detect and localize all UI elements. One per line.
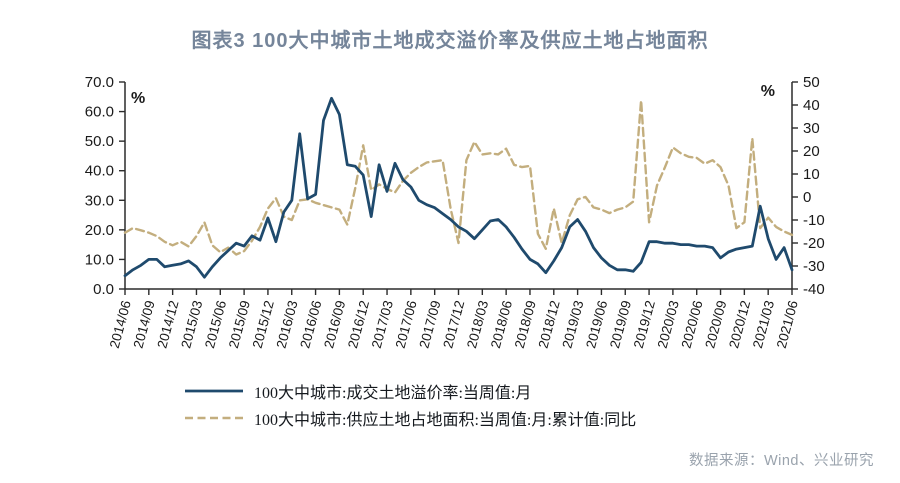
x-axis-tick-label: 2021/03	[750, 299, 777, 350]
right-axis-tick-label: -30	[803, 258, 825, 275]
x-axis-tick-label: 2015/06	[202, 299, 229, 350]
legend-label-supply-area: 100大中城市:供应土地占地面积:当周值:月:累计值:同比	[254, 411, 637, 429]
premium-rate-line	[123, 96, 794, 279]
axes	[124, 82, 793, 290]
right-axis-tick-label: 20	[803, 143, 820, 160]
x-axis-tick-label: 2017/12	[440, 299, 467, 350]
x-axis-tick-label: 2017/06	[393, 299, 420, 350]
x-axis-tick-label: 2018/12	[536, 299, 563, 350]
x-axis-tick-label: 2020/03	[655, 299, 682, 350]
right-axis-tick-label: -20	[803, 235, 825, 252]
x-axis: 2014/062014/092014/122015/032015/062015/…	[107, 289, 801, 350]
legend-label-premium-rate: 100大中城市:成交土地溢价率:当周值:月	[254, 384, 532, 402]
left-axis-tick-label: 0.0	[93, 281, 114, 298]
left-axis-unit-label: %	[131, 90, 145, 107]
x-axis-tick-label: 2019/06	[583, 299, 610, 350]
x-axis-tick-label: 2014/06	[107, 299, 134, 350]
chart-title: 图表3 100大中城市土地成交溢价率及供应土地占地面积	[191, 30, 709, 52]
right-axis-tick-label: 30	[803, 120, 820, 137]
x-axis-tick-label: 2020/09	[702, 299, 729, 350]
x-axis-tick-label: 2019/03	[559, 299, 586, 350]
x-axis-tick-label: 2018/09	[512, 299, 539, 350]
x-axis-tick-label: 2017/03	[369, 299, 396, 350]
x-axis-tick-label: 2017/09	[416, 299, 443, 350]
left-axis-tick-label: 40.0	[85, 163, 114, 180]
chart-plot-area: 70.0 60.0 50.0 40.0 30.0 20.0 10.0 0.0% 50 40 30 20…	[85, 74, 825, 350]
right-axis-tick-label: -10	[803, 212, 825, 229]
x-axis-tick-label: 2018/06	[488, 299, 515, 350]
x-axis-tick-label: 2014/09	[131, 299, 158, 350]
legend-item-premium-rate: 100大中城市:成交土地溢价率:当周值:月	[183, 377, 636, 404]
x-axis-tick-label: 2016/03	[274, 299, 301, 350]
solid-line-swatch	[185, 389, 243, 392]
left-axis: 70.0 60.0 50.0 40.0 30.0 20.0 10.0 0.0%	[85, 74, 145, 298]
data-source-text: 数据来源：Wind、兴业研究	[688, 453, 874, 469]
x-axis-tick-label: 2015/12	[250, 299, 277, 350]
right-axis-tick-label: 50	[803, 74, 820, 91]
x-axis-tick-label: 2014/12	[154, 299, 181, 350]
legend-item-supply-area: 100大中城市:供应土地占地面积:当周值:月:累计值:同比	[183, 404, 636, 431]
x-axis-tick-label: 2015/09	[226, 299, 253, 350]
right-axis-unit-label: %	[761, 83, 775, 100]
legend: 100大中城市:成交土地溢价率:当周值:月 100大中城市:供应土地占地面积:当…	[183, 377, 636, 431]
right-axis-tick-label: 0	[803, 189, 811, 206]
x-axis-tick-label: 2016/12	[345, 299, 372, 350]
left-axis-tick-label: 20.0	[85, 222, 114, 239]
left-axis-tick-label: 30.0	[85, 192, 114, 209]
x-axis-tick-label: 2020/06	[678, 299, 705, 350]
left-axis-tick-label: 50.0	[85, 133, 114, 150]
x-axis-tick-label: 2020/12	[726, 299, 753, 350]
x-axis-tick-label: 2015/03	[178, 299, 205, 350]
right-axis-tick-label: 40	[803, 97, 820, 114]
left-axis-tick-label: 60.0	[85, 104, 114, 121]
left-axis-tick-label: 10.0	[85, 251, 114, 268]
x-axis-tick-label: 2016/09	[321, 299, 348, 350]
x-axis-tick-label: 2021/06	[774, 299, 801, 350]
x-axis-tick-label: 2019/12	[631, 299, 658, 350]
supply-area-line	[123, 99, 794, 256]
x-axis-tick-label: 2019/09	[607, 299, 634, 350]
right-axis-tick-label: -40	[803, 281, 825, 298]
dashed-line-swatch	[185, 416, 243, 419]
left-axis-tick-label: 70.0	[85, 74, 114, 91]
x-axis-tick-label: 2016/06	[297, 299, 324, 350]
right-axis-tick-label: 10	[803, 166, 820, 183]
x-axis-tick-label: 2018/03	[464, 299, 491, 350]
right-axis: 50 40 30 20 10 0 -10 -20 -30 -40%	[761, 74, 825, 298]
